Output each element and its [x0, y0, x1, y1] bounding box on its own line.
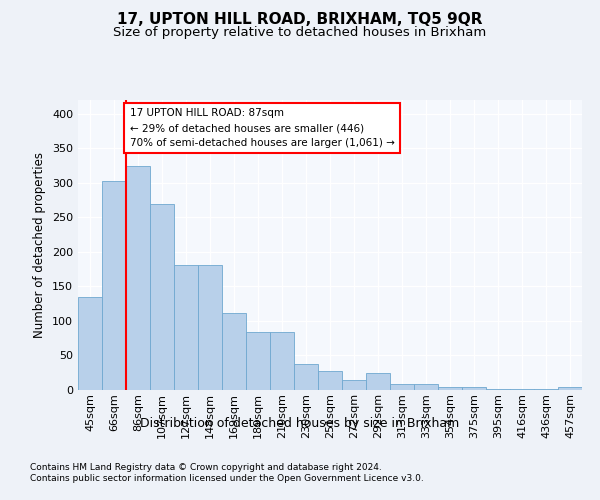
Text: Contains HM Land Registry data © Crown copyright and database right 2024.: Contains HM Land Registry data © Crown c… — [30, 462, 382, 471]
Bar — [558, 386, 582, 390]
Bar — [222, 312, 246, 390]
Bar — [246, 332, 270, 390]
Y-axis label: Number of detached properties: Number of detached properties — [34, 152, 46, 338]
Bar — [198, 265, 222, 390]
Text: Distribution of detached houses by size in Brixham: Distribution of detached houses by size … — [140, 418, 460, 430]
Bar — [102, 182, 126, 390]
Bar — [342, 380, 366, 390]
Bar — [294, 364, 318, 390]
Bar — [390, 384, 414, 390]
Bar — [174, 265, 198, 390]
Bar — [462, 386, 486, 390]
Bar — [318, 372, 342, 390]
Bar — [78, 297, 102, 390]
Text: 17, UPTON HILL ROAD, BRIXHAM, TQ5 9QR: 17, UPTON HILL ROAD, BRIXHAM, TQ5 9QR — [117, 12, 483, 28]
Bar — [270, 332, 294, 390]
Bar — [366, 372, 390, 390]
Bar — [510, 388, 534, 390]
Bar — [126, 166, 150, 390]
Bar — [438, 387, 462, 390]
Bar — [150, 204, 174, 390]
Text: Contains public sector information licensed under the Open Government Licence v3: Contains public sector information licen… — [30, 474, 424, 483]
Text: 17 UPTON HILL ROAD: 87sqm
← 29% of detached houses are smaller (446)
70% of semi: 17 UPTON HILL ROAD: 87sqm ← 29% of detac… — [130, 108, 394, 148]
Bar — [414, 384, 438, 390]
Text: Size of property relative to detached houses in Brixham: Size of property relative to detached ho… — [113, 26, 487, 39]
